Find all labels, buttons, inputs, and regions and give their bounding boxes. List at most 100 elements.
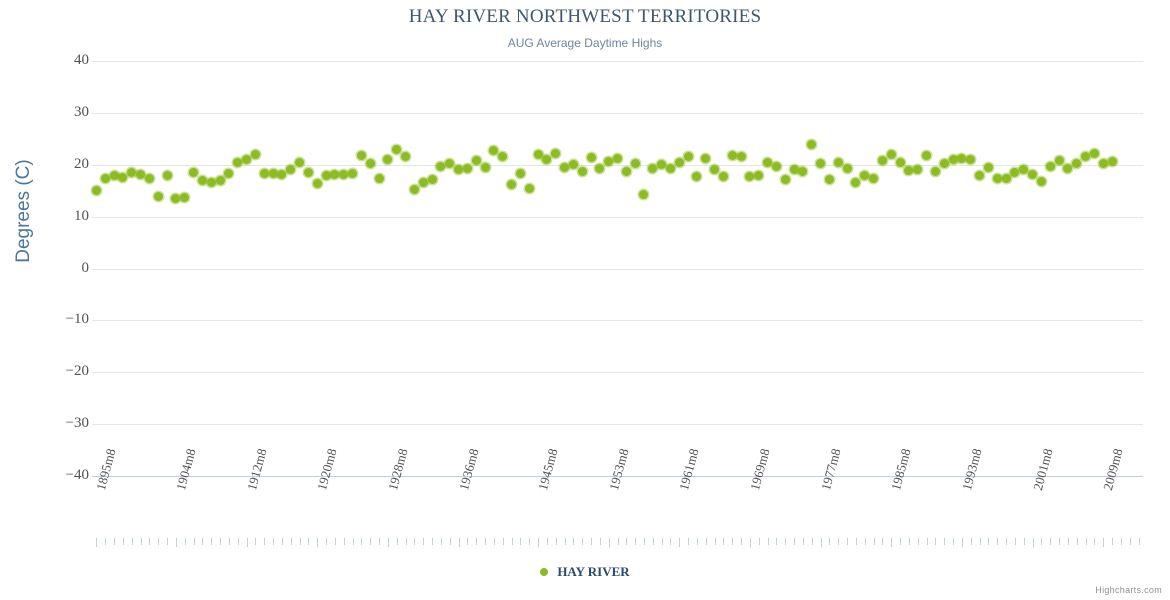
data-point[interactable] xyxy=(842,164,852,174)
data-point[interactable] xyxy=(471,155,481,165)
data-point[interactable] xyxy=(445,159,455,169)
data-point[interactable] xyxy=(877,156,887,166)
data-point[interactable] xyxy=(189,167,199,177)
data-point[interactable] xyxy=(162,170,172,180)
data-point[interactable] xyxy=(498,151,508,161)
data-point[interactable] xyxy=(180,193,190,203)
data-point[interactable] xyxy=(109,171,119,181)
data-point[interactable] xyxy=(657,160,667,170)
data-point[interactable] xyxy=(1054,156,1064,166)
data-point[interactable] xyxy=(409,185,419,195)
data-point[interactable] xyxy=(1028,169,1038,179)
data-point[interactable] xyxy=(754,171,764,181)
data-point[interactable] xyxy=(321,171,331,181)
data-point[interactable] xyxy=(560,162,569,172)
data-point[interactable] xyxy=(718,171,728,181)
data-point[interactable] xyxy=(118,172,128,182)
data-point[interactable] xyxy=(1063,163,1073,173)
data-point[interactable] xyxy=(436,162,446,172)
data-point[interactable] xyxy=(233,158,243,168)
data-point[interactable] xyxy=(480,163,490,173)
data-point[interactable] xyxy=(197,175,207,185)
data-point[interactable] xyxy=(356,150,366,160)
data-point[interactable] xyxy=(568,160,578,170)
data-point[interactable] xyxy=(215,175,225,185)
data-point[interactable] xyxy=(401,151,411,161)
data-point[interactable] xyxy=(1019,165,1029,175)
data-point[interactable] xyxy=(948,155,958,165)
data-point[interactable] xyxy=(339,169,349,179)
data-point[interactable] xyxy=(904,165,914,175)
data-point[interactable] xyxy=(171,194,181,204)
data-point[interactable] xyxy=(1036,176,1046,186)
data-point[interactable] xyxy=(524,183,534,193)
data-point[interactable] xyxy=(613,153,622,163)
data-point[interactable] xyxy=(1107,157,1117,167)
data-point[interactable] xyxy=(330,170,340,180)
data-point[interactable] xyxy=(268,169,278,179)
data-point[interactable] xyxy=(242,155,252,165)
data-point[interactable] xyxy=(374,174,384,184)
data-point[interactable] xyxy=(489,146,499,156)
data-point[interactable] xyxy=(515,168,525,178)
data-point[interactable] xyxy=(462,164,472,174)
data-point[interactable] xyxy=(392,145,402,155)
data-point[interactable] xyxy=(1045,162,1055,172)
data-point[interactable] xyxy=(621,166,631,176)
data-point[interactable] xyxy=(886,149,896,159)
data-point[interactable] xyxy=(507,180,517,190)
data-point[interactable] xyxy=(710,165,720,175)
data-point[interactable] xyxy=(983,163,993,173)
data-point[interactable] xyxy=(303,168,313,178)
data-point[interactable] xyxy=(648,163,658,173)
data-point[interactable] xyxy=(780,174,790,184)
data-point[interactable] xyxy=(816,159,826,169)
data-point[interactable] xyxy=(224,169,234,179)
data-point[interactable] xyxy=(763,158,773,168)
data-point[interactable] xyxy=(100,174,110,184)
data-point[interactable] xyxy=(153,192,163,202)
data-point[interactable] xyxy=(692,171,702,181)
data-point[interactable] xyxy=(577,166,587,176)
data-point[interactable] xyxy=(966,155,976,165)
data-point[interactable] xyxy=(922,150,932,160)
data-point[interactable] xyxy=(851,177,861,187)
data-point[interactable] xyxy=(604,156,614,166)
data-point[interactable] xyxy=(789,165,799,175)
data-point[interactable] xyxy=(127,167,137,177)
data-point[interactable] xyxy=(418,177,428,187)
data-point[interactable] xyxy=(1089,148,1099,158)
data-point[interactable] xyxy=(136,169,146,179)
data-point[interactable] xyxy=(833,158,843,168)
data-point[interactable] xyxy=(807,140,817,150)
data-point[interactable] xyxy=(1098,158,1108,168)
data-point[interactable] xyxy=(798,166,808,176)
highcharts-credit[interactable]: Highcharts.com xyxy=(1095,585,1162,595)
data-point[interactable] xyxy=(824,174,834,184)
data-point[interactable] xyxy=(639,189,649,199)
data-point[interactable] xyxy=(727,151,737,161)
data-point[interactable] xyxy=(771,162,781,172)
data-point[interactable] xyxy=(427,175,437,185)
data-point[interactable] xyxy=(957,154,967,164)
data-point[interactable] xyxy=(551,148,561,158)
data-point[interactable] xyxy=(295,158,305,168)
data-point[interactable] xyxy=(312,179,322,189)
data-point[interactable] xyxy=(259,168,269,178)
data-point[interactable] xyxy=(286,165,296,175)
data-point[interactable] xyxy=(383,155,393,165)
data-point[interactable] xyxy=(250,149,260,159)
data-point[interactable] xyxy=(674,158,684,168)
data-point[interactable] xyxy=(348,168,358,178)
data-point[interactable] xyxy=(586,152,596,162)
data-point[interactable] xyxy=(745,171,755,181)
data-point[interactable] xyxy=(454,165,464,175)
data-point[interactable] xyxy=(595,163,605,173)
data-point[interactable] xyxy=(869,173,879,183)
data-point[interactable] xyxy=(1001,173,1011,183)
data-point[interactable] xyxy=(1072,159,1082,169)
data-point[interactable] xyxy=(206,177,216,187)
data-point[interactable] xyxy=(542,154,552,164)
data-point[interactable] xyxy=(365,159,375,169)
data-point[interactable] xyxy=(91,185,101,195)
